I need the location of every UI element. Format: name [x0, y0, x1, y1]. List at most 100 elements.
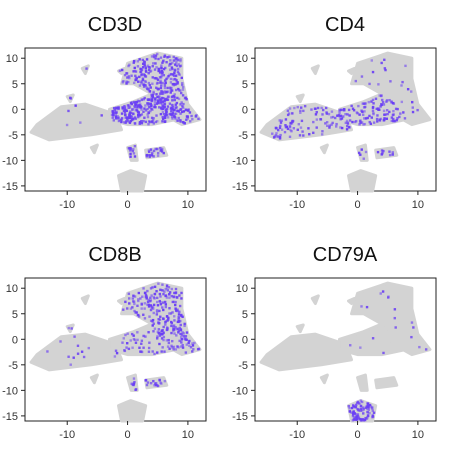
expression-point [326, 124, 329, 127]
expression-point [160, 69, 164, 73]
expression-point [130, 114, 133, 118]
expression-point [177, 313, 181, 316]
expression-point [150, 93, 153, 96]
expression-point [72, 356, 75, 359]
expression-point [334, 125, 338, 128]
expression-point [351, 107, 355, 110]
expression-point [321, 113, 324, 116]
cell-cluster-bottom [117, 399, 148, 423]
expression-point [183, 322, 186, 326]
expression-point [159, 86, 163, 90]
expression-point [132, 377, 136, 380]
expression-point [366, 410, 369, 414]
expression-point [141, 58, 144, 62]
expression-point [142, 110, 145, 113]
expression-point [158, 322, 161, 325]
expression-point [132, 61, 135, 64]
expression-point [151, 96, 155, 99]
plot-frame [254, 277, 437, 422]
y-tick-label: -5 [238, 360, 248, 372]
expression-point [164, 303, 168, 306]
expression-point [155, 300, 159, 304]
expression-point [141, 295, 144, 298]
expression-point [174, 303, 177, 307]
expression-point [372, 411, 376, 414]
expression-point [174, 307, 177, 310]
expression-point [134, 117, 137, 120]
expression-point [179, 120, 182, 123]
expression-point [288, 107, 292, 110]
expression-point [174, 117, 177, 120]
expression-point [320, 133, 324, 136]
expression-point [159, 149, 162, 152]
expression-point [354, 417, 357, 420]
expression-point [131, 297, 135, 300]
expression-point [385, 99, 389, 102]
expression-point [151, 151, 154, 155]
expression-point [118, 69, 122, 73]
expression-point [339, 114, 343, 118]
expression-point [327, 112, 331, 116]
expression-point [132, 148, 135, 151]
expression-point [133, 59, 136, 63]
expression-point [111, 116, 114, 119]
expression-point [160, 329, 164, 332]
expression-point [163, 104, 166, 107]
expression-point [381, 98, 384, 102]
expression-point [139, 350, 142, 353]
expression-point [346, 121, 349, 124]
cell-cluster-tl [80, 294, 90, 306]
expression-point [148, 98, 151, 101]
expression-point [162, 60, 165, 63]
expression-point [131, 117, 135, 121]
expression-point [157, 318, 160, 321]
expression-point [340, 117, 344, 120]
expression-point [375, 117, 379, 121]
expression-point [127, 106, 130, 109]
expression-point [162, 317, 165, 321]
expression-point [143, 116, 146, 119]
expression-point [379, 117, 383, 121]
cell-cluster-lowDots [89, 143, 99, 155]
x-tick-label: 10 [182, 429, 194, 441]
expression-point [173, 291, 176, 295]
expression-point [159, 303, 163, 306]
expression-point [123, 104, 126, 108]
expression-point [156, 304, 160, 307]
expression-point [46, 350, 49, 353]
expression-point [162, 331, 165, 334]
expression-point [139, 67, 142, 71]
expression-point [156, 78, 160, 81]
expression-point [67, 109, 70, 113]
expression-point [185, 343, 189, 346]
expression-point [160, 333, 164, 336]
expression-point [310, 108, 313, 111]
expression-point [73, 335, 76, 338]
expression-point [162, 338, 165, 342]
expression-point [127, 80, 130, 84]
expression-point [172, 324, 176, 327]
expression-point [163, 290, 166, 293]
expression-point [136, 65, 140, 68]
expression-point [366, 402, 369, 405]
expression-point [174, 309, 178, 312]
cell-cluster-lowDots [319, 143, 329, 155]
expression-point [367, 100, 370, 104]
expression-point [136, 304, 139, 307]
expression-point [151, 82, 154, 85]
expression-point [166, 289, 170, 292]
expression-point [366, 416, 369, 419]
expression-point [338, 111, 341, 115]
expression-point [391, 153, 394, 156]
expression-point [165, 339, 169, 342]
expression-point [155, 114, 158, 117]
expression-point [155, 337, 159, 340]
expression-point [410, 90, 413, 93]
expression-point [168, 347, 171, 350]
expression-point [154, 57, 157, 60]
expression-point [168, 291, 172, 294]
expression-point [361, 409, 364, 412]
expression-point [151, 305, 155, 308]
expression-point [303, 104, 307, 108]
expression-point [364, 150, 368, 154]
